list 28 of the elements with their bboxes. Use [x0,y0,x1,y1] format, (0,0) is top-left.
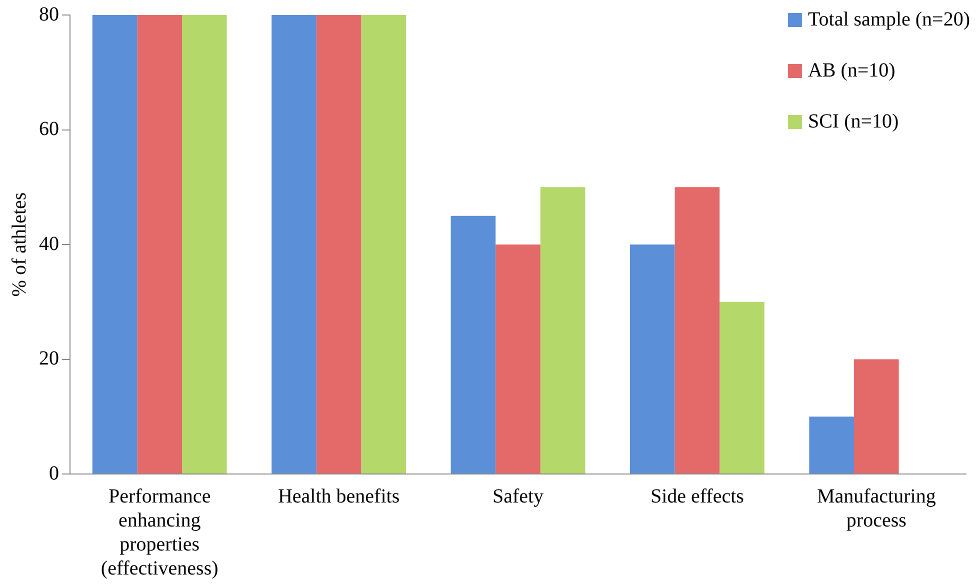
bar [854,359,899,474]
x-tick-label: Performance enhancing properties (effectiveness) [100,485,218,580]
y-tick-label: 20 [39,348,59,370]
bar [92,15,138,474]
bar [137,15,182,474]
legend-label: AB (n=10) [808,59,896,82]
legend-label: SCI (n=10) [808,110,899,132]
x-tick-label: Manufacturing process [816,485,936,532]
bar [182,15,227,474]
y-tick-label: 0 [49,462,59,484]
x-tick-label: Health benefits [278,485,400,508]
x-tick-label: Safety [492,485,544,508]
bar [540,187,586,474]
bar [630,244,675,474]
bar [720,302,764,474]
y-tick-label: 80 [39,3,59,26]
bar [272,15,316,474]
bar [674,187,720,474]
y-axis-title: % of athletes [8,192,30,297]
y-tick-label: 40 [39,232,59,255]
bar [809,416,854,474]
x-tick-label: Side effects [650,485,744,508]
legend-label: Total sample (n=20) [808,8,970,30]
bar [316,15,362,474]
bar [361,15,406,474]
bar [496,244,540,474]
y-tick-label: 60 [39,118,59,140]
bar [450,216,496,474]
